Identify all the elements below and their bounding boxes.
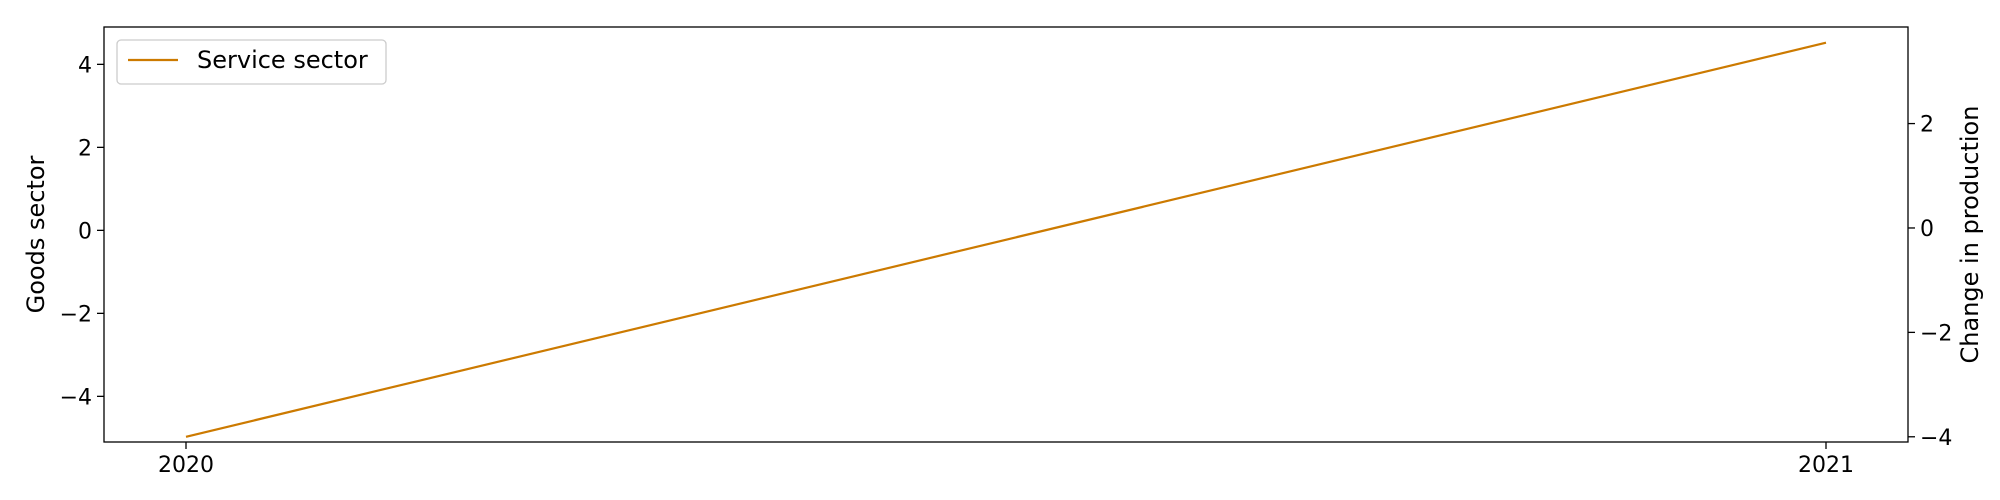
left-tick-label: −4 (60, 385, 92, 410)
right-tick-label: 0 (1920, 217, 1934, 242)
left-tick-label: 0 (78, 219, 92, 244)
right-tick-label: 2 (1920, 113, 1934, 138)
x-tick-label: 2021 (1798, 453, 1854, 478)
left-tick-label: 4 (78, 53, 92, 78)
left-tick-label: −2 (60, 302, 92, 327)
x-ticks: 2020 2021 (158, 442, 1854, 478)
right-tick-label: −4 (1920, 426, 1952, 451)
plot-frame (103, 26, 1909, 443)
series-layer (185, 41, 1827, 438)
series-line-service-sector (185, 41, 1827, 438)
legend-label-service-sector: Service sector (197, 46, 368, 74)
x-tick-label: 2020 (158, 453, 214, 478)
right-y-ticks: −4 −2 0 2 (1908, 113, 1952, 451)
legend-box (116, 39, 387, 85)
left-y-ticks: −4 −2 0 2 4 (60, 53, 104, 410)
left-y-axis-label: Goods sector (22, 155, 50, 313)
left-tick-label: 2 (78, 136, 92, 161)
right-y-axis-label: Change in production (1956, 106, 1984, 364)
right-tick-label: −2 (1920, 321, 1952, 346)
legend: Service sector (116, 39, 387, 85)
